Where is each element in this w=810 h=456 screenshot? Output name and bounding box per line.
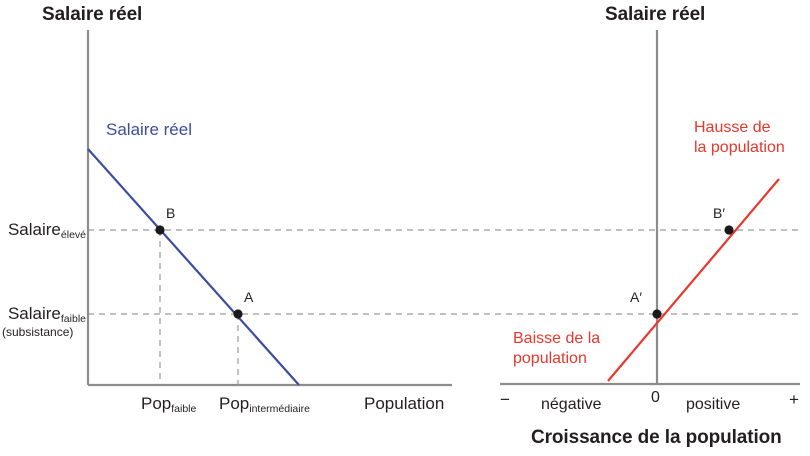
real-wage-curve-blue [87,148,300,386]
point-label-b-prime: B′ [713,205,725,221]
y-label-salaire-faible-base: Salaire [7,304,61,323]
annotation-hausse-line1: Hausse de [694,119,771,136]
x-tick-pop-faible-base: Pop [141,394,172,413]
annotation-baisse-line2: population [513,350,587,367]
x-tick-zero: 0 [651,389,660,406]
x-tick-pop-faible-sub: faible [171,403,197,415]
point-b-prime-marker [724,225,734,235]
y-label-salaire-eleve-sub: élevé [60,229,86,241]
annotation-hausse-population: Hausse de la population [694,118,785,158]
x-tick-positive: positive [686,396,741,413]
point-a-prime-marker [652,309,662,319]
annotation-hausse-line2: la population [694,139,785,156]
point-label-a: A [244,289,254,305]
x-tick-pop-faible: Popfaible [141,394,197,415]
x-axis-label-population: Population [364,394,445,413]
blue-curve-label: Salaire réel [106,120,192,139]
y-label-subsistance-note: (subsistance) [2,325,74,339]
x-tick-negative: négative [541,396,602,413]
x-tick-minus-sign: − [500,390,510,409]
y-label-salaire-faible: Salairefaible [0,304,86,325]
point-label-b: B [166,205,176,221]
annotation-baisse-line1: Baisse de la [513,330,601,347]
y-label-salaire-eleve-base: Salaire [7,220,61,239]
annotation-baisse-population: Baisse de la population [513,329,600,369]
y-label-salaire-faible-sub: faible [60,313,86,325]
x-tick-plus-sign: + [789,390,799,409]
y-label-salaire-eleve: Salaireélevé [0,220,86,241]
x-tick-pop-intermediaire-base: Pop [219,394,250,413]
x-tick-pop-intermediaire: Popintermédiaire [219,394,310,415]
right-panel-x-axis-title: Croissance de la population [531,427,782,448]
point-a-marker [233,309,243,319]
point-b-marker [155,225,165,235]
population-growth-curve-red [607,178,780,382]
right-panel-title: Salaire réel [605,4,706,25]
x-tick-pop-intermediaire-sub: intermédiaire [249,403,310,415]
point-label-a-prime: A′ [630,289,642,305]
left-panel-title: Salaire réel [42,4,143,25]
